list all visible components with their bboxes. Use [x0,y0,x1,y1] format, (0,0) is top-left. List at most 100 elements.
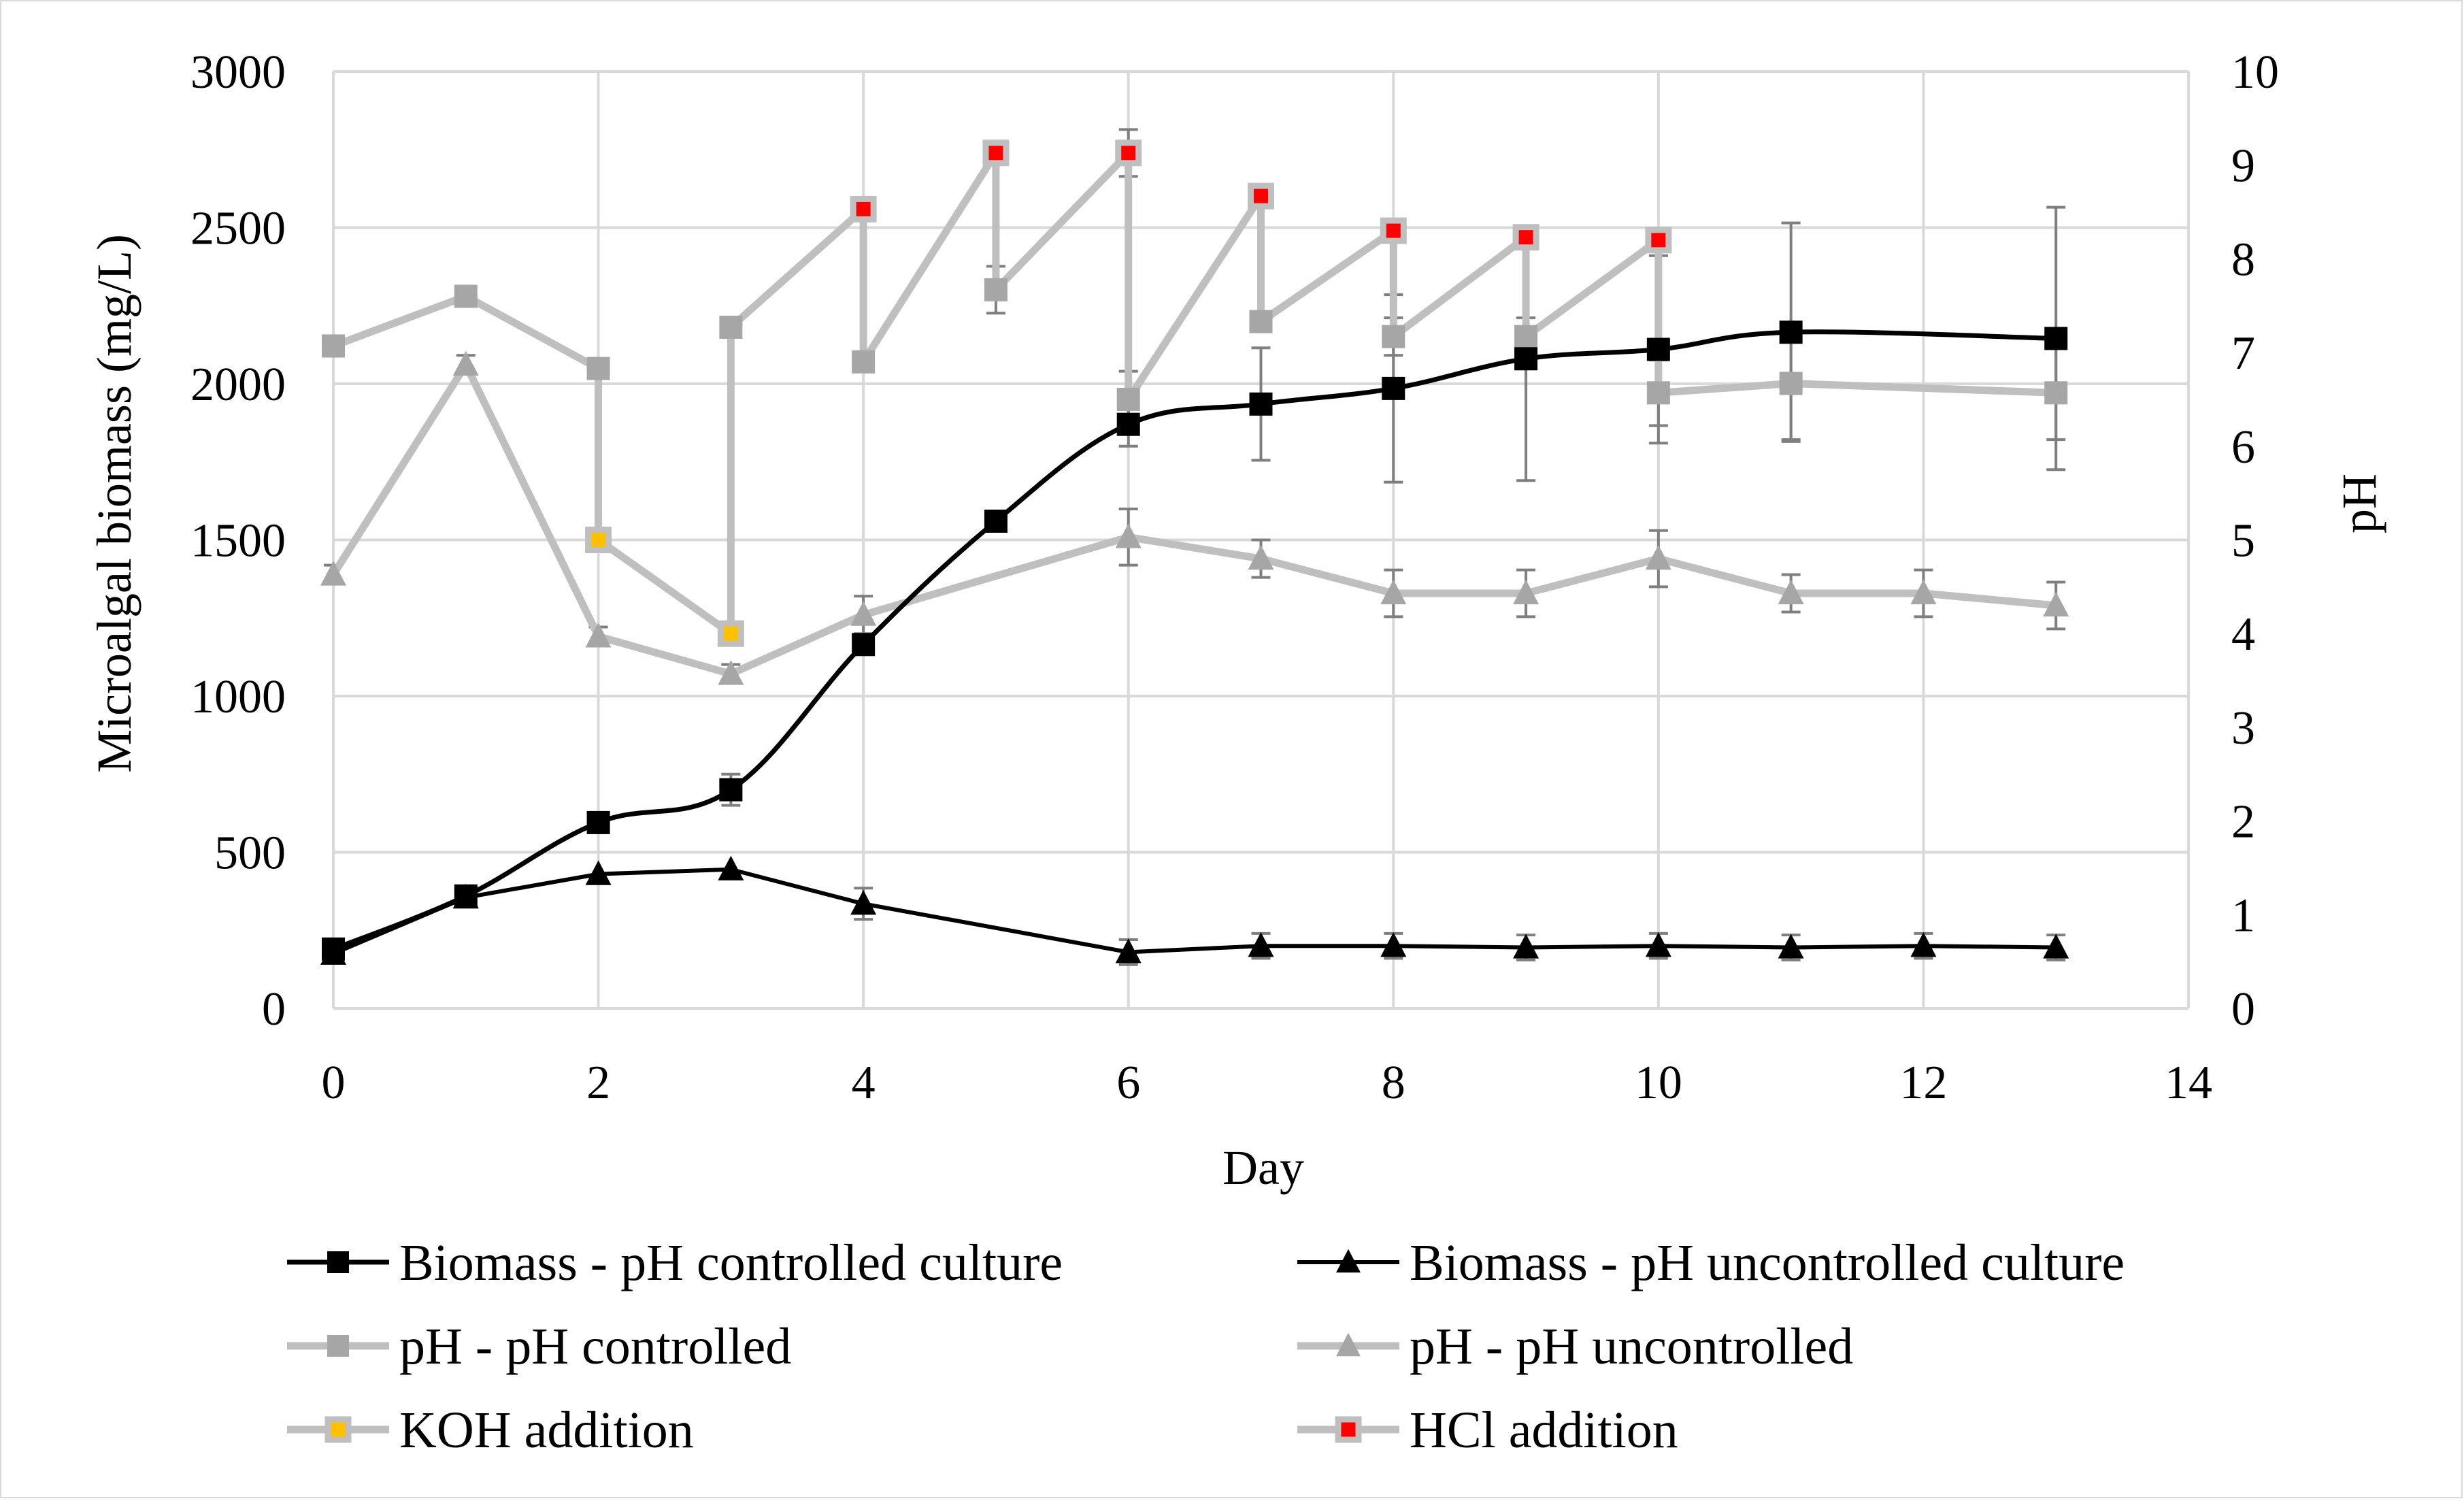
data-point [852,633,876,657]
x-tick-label: 10 [1635,1057,1682,1109]
data-point [850,890,877,915]
x-tick-label: 0 [322,1057,346,1109]
data-point [1249,310,1273,333]
data-point [719,778,743,802]
data-point [1778,579,1804,605]
y-left-tick-label: 1000 [190,671,286,723]
legend-label: KOH addition [399,1402,694,1459]
data-point [320,561,346,586]
y-left-tick-label: 1500 [190,515,286,567]
y-right-tick-label: 10 [2231,46,2279,99]
data-point [2043,591,2069,617]
y-right-tick-label: 9 [2231,140,2255,193]
x-axis-title: Day [1222,1140,1304,1195]
data-point [1115,938,1142,963]
data-point [320,940,346,965]
x-tick-label: 2 [586,1057,610,1109]
y-left-tick-label: 2500 [190,203,286,255]
data-point [1514,347,1538,371]
legend-marker [327,1251,349,1273]
data-point [1248,544,1274,570]
legend-marker [1335,1416,1362,1443]
data-point [1645,227,1672,254]
data-point [1380,932,1407,957]
data-point [1380,217,1407,244]
data-point [1512,224,1539,251]
y-right-tick-label: 1 [2231,889,2255,942]
y-left-tick-label: 0 [262,983,286,1036]
legend-label: pH - pH controlled [399,1318,791,1375]
data-point [1248,932,1274,957]
y-right-tick-label: 7 [2231,327,2255,380]
data-point [984,278,1008,301]
y-right-tick-label: 6 [2231,421,2255,474]
legend-label: Biomass - pH controlled culture [399,1234,1063,1291]
data-point [322,334,345,358]
y-right-tick-label: 3 [2231,702,2255,755]
legend-label: pH - pH uncontrolled [1410,1318,1853,1375]
data-point [718,855,744,880]
data-point [1116,387,1140,411]
x-tick-label: 6 [1116,1057,1140,1109]
legend: Biomass - pH controlled culture Biomass -… [287,1234,2125,1459]
data-point [1249,392,1273,416]
data-point [1910,932,1937,957]
data-point [1779,320,1803,344]
y-right-tick-label: 5 [2231,515,2255,567]
legend-marker [327,1335,349,1357]
series-line [332,149,2057,638]
series-markers [320,139,2069,965]
legend-label: HCl addition [1410,1402,1678,1459]
x-tick-label: 4 [852,1057,876,1109]
data-point [1645,544,1671,570]
data-point [1514,325,1538,348]
data-point [1645,932,1671,957]
data-point [1115,523,1142,548]
data-point [982,139,1010,167]
data-point [1910,579,1937,605]
y-right-tick-label: 4 [2231,608,2255,661]
data-point [586,810,610,834]
y-axis-left-title: Microalgal biomass (mg/L) [87,234,141,773]
y-axis-right-title: pH [2332,474,2386,533]
data-point [984,509,1008,533]
data-point [1382,376,1405,400]
y-left-tick-label: 500 [214,827,286,880]
data-point [1513,934,1539,959]
y-right-tick-label: 2 [2231,796,2255,848]
data-point [585,860,612,885]
data-point [1248,182,1274,210]
y-right-tick-label: 8 [2231,233,2255,286]
data-point [2044,327,2068,350]
tick-labels: 0 2 4 6 8 10 12 1405001000150020002500300001234… [190,46,2279,1109]
data-point [1646,381,1670,405]
data-point [1513,579,1539,605]
y-right-tick-label: 0 [2231,983,2255,1036]
data-point [850,195,877,222]
data-point [719,315,743,339]
data-point [1779,372,1803,395]
data-point [2043,934,2069,959]
x-tick-label: 12 [1899,1057,1947,1109]
y-left-tick-label: 3000 [190,46,286,99]
x-tick-label: 8 [1382,1057,1405,1109]
data-point [454,284,478,308]
x-tick-label: 14 [2165,1057,2212,1109]
data-point [585,623,612,648]
legend-marker [1336,1332,1361,1357]
data-point [717,620,744,647]
data-point [1115,139,1142,167]
data-point [1380,579,1407,605]
data-point [1382,325,1405,348]
data-point [852,350,876,374]
data-point [452,883,479,909]
y-left-tick-label: 2000 [190,359,286,411]
legend-marker [324,1416,352,1443]
data-point [850,601,877,626]
data-point [1646,337,1670,361]
data-point [1116,412,1140,436]
data-point [452,350,479,376]
data-point [2044,381,2068,405]
